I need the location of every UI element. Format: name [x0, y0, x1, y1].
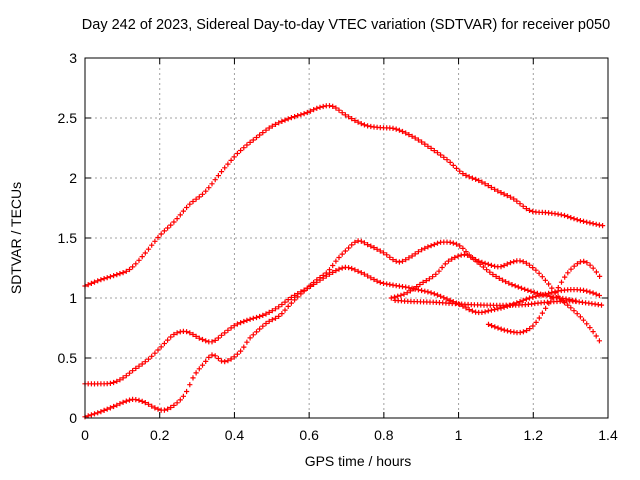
x-tick-label: 0.6: [299, 427, 319, 443]
x-tick-label: 1.4: [598, 427, 618, 443]
y-tick-label: 3: [69, 50, 77, 66]
x-tick-label: 1: [455, 427, 463, 443]
x-tick-label: 0.8: [374, 427, 394, 443]
chart-title: Day 242 of 2023, Sidereal Day-to-day VTE…: [82, 17, 610, 33]
grid-lines: [85, 58, 608, 418]
y-axis-label: SDTVAR / TECUs: [8, 182, 24, 294]
series-arc-5-markers: [392, 297, 605, 308]
y-tick-label: 0.5: [58, 350, 78, 366]
tick-labels: 0 0.2 0.4 0.6 0.8 1 1.2 1.4 0 0.5 1 1.5 2 2.5 3: [58, 50, 618, 443]
y-tick-label: 1.5: [58, 230, 78, 246]
series-arc-2-markers: [82, 264, 602, 387]
x-tick-label: 0: [81, 427, 89, 443]
data-series: [82, 103, 606, 420]
series-arc-4-markers: [388, 252, 579, 304]
x-tick-label: 0.4: [225, 427, 245, 443]
x-tick-label: 1.2: [524, 427, 544, 443]
x-axis-label: GPS time / hours: [305, 453, 412, 469]
y-tick-label: 2: [69, 170, 77, 186]
y-tick-label: 0: [69, 410, 77, 426]
y-tick-label: 1: [69, 290, 77, 306]
plot-frame: [84, 57, 609, 419]
x-tick-label: 0.2: [150, 427, 170, 443]
y-tick-label: 2.5: [58, 110, 78, 126]
series-arc-6-markers: [485, 258, 603, 336]
